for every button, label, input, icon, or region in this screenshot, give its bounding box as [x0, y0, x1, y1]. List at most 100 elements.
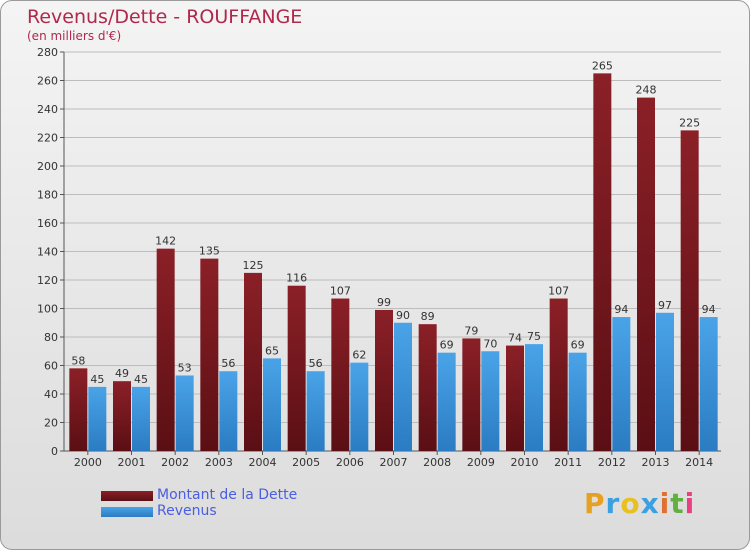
- bar-dette-2004: [244, 272, 262, 451]
- x-tick-label: 2005: [292, 456, 320, 469]
- legend-swatch-dette: [101, 491, 153, 501]
- data-label-dette-2008: 89: [421, 310, 435, 323]
- bar-dette-2005: [287, 285, 306, 451]
- data-label-dette-2004: 125: [243, 259, 264, 272]
- logo-letter: o: [620, 487, 641, 520]
- data-label-dette-2003: 135: [199, 245, 220, 258]
- data-label-revenus-2002: 53: [178, 361, 192, 374]
- logo-letter: i: [684, 487, 696, 520]
- data-label-dette-2007: 99: [377, 296, 391, 309]
- legend-label-dette: Montant de la Dette: [157, 487, 298, 503]
- bar-dette-2001: [113, 381, 131, 451]
- data-label-dette-2005: 116: [286, 272, 307, 285]
- x-tick-label: 2008: [423, 456, 451, 469]
- bar-dette-2006: [331, 298, 350, 451]
- data-label-revenus-2001: 45: [134, 373, 148, 386]
- x-tick-label: 2003: [205, 456, 233, 469]
- bar-dette-2010: [506, 345, 524, 451]
- y-tick-label: 0: [51, 445, 58, 458]
- bar-revenus-2010: [525, 344, 543, 451]
- proxiti-logo: Proxiti: [584, 487, 695, 520]
- bar-revenus-2004: [263, 358, 281, 451]
- x-tick-label: 2012: [598, 456, 626, 469]
- data-label-dette-2012: 265: [592, 59, 613, 72]
- y-tick-label: 160: [37, 217, 58, 230]
- x-tick-label: 2009: [467, 456, 495, 469]
- bar-dette-2013: [637, 97, 655, 451]
- data-label-dette-2001: 49: [115, 367, 129, 380]
- bar-revenus-2014: [699, 317, 718, 451]
- data-label-revenus-2008: 69: [440, 339, 454, 352]
- chart-subtitle: (en milliers d'€): [27, 29, 122, 43]
- bar-dette-2007: [375, 309, 393, 451]
- x-tick-label: 2001: [118, 456, 146, 469]
- logo-letter: r: [605, 487, 621, 520]
- x-tick-label: 2004: [249, 456, 277, 469]
- bar-chart: 0 20 40 60 80 100 120 140 160 180 200 220 240 260 280 5…: [37, 46, 721, 469]
- data-label-revenus-2000: 45: [90, 373, 104, 386]
- logo-letter: x: [640, 487, 660, 520]
- data-label-dette-2011: 107: [548, 285, 569, 298]
- chart-title: Revenus/Dette - ROUFFANGE: [27, 6, 303, 28]
- data-label-dette-2014: 225: [679, 116, 700, 129]
- bar-revenus-2006: [350, 362, 369, 451]
- x-tick-label: 2011: [554, 456, 582, 469]
- bar-revenus-2011: [568, 352, 587, 451]
- y-tick-label: 240: [37, 103, 58, 116]
- logo-letter: i: [659, 487, 671, 520]
- bar-dette-2002: [156, 248, 175, 451]
- bar-dette-2009: [462, 338, 481, 451]
- y-tick-label: 120: [37, 274, 58, 287]
- data-label-revenus-2012: 94: [614, 303, 628, 316]
- y-tick-label: 20: [44, 417, 58, 430]
- data-label-revenus-2014: 94: [702, 303, 716, 316]
- bar-revenus-2008: [437, 352, 456, 451]
- data-label-dette-2006: 107: [330, 285, 351, 298]
- bar-dette-2014: [680, 130, 699, 451]
- data-label-revenus-2010: 75: [527, 330, 541, 343]
- y-tick-label: 100: [37, 303, 58, 316]
- data-label-revenus-2006: 62: [352, 349, 366, 362]
- bar-revenus-2005: [306, 371, 325, 451]
- data-label-dette-2009: 79: [464, 324, 478, 337]
- legend-label-revenus: Revenus: [157, 503, 217, 519]
- bar-revenus-2003: [219, 371, 238, 451]
- y-tick-label: 260: [37, 75, 58, 88]
- y-tick-label: 40: [44, 388, 58, 401]
- data-label-revenus-2004: 65: [265, 344, 279, 357]
- data-label-revenus-2011: 69: [571, 339, 585, 352]
- bar-revenus-2001: [132, 386, 150, 451]
- logo-letter: P: [584, 487, 606, 520]
- bar-revenus-2007: [394, 322, 412, 451]
- data-label-dette-2000: 58: [71, 354, 85, 367]
- data-label-dette-2010: 74: [508, 332, 522, 345]
- y-tick-label: 140: [37, 246, 58, 259]
- data-label-revenus-2007: 90: [396, 309, 410, 322]
- bar-revenus-2000: [88, 386, 107, 451]
- legend-swatch-revenus: [101, 507, 153, 517]
- x-tick-label: 2002: [161, 456, 189, 469]
- bar-revenus-2009: [481, 351, 500, 451]
- y-tick-label: 60: [44, 360, 58, 373]
- y-tick-label: 280: [37, 46, 58, 59]
- x-tick-label: 2013: [642, 456, 670, 469]
- x-tick-label: 2014: [685, 456, 713, 469]
- bar-dette-2011: [549, 298, 568, 451]
- data-label-revenus-2005: 56: [309, 357, 323, 370]
- x-tick-label: 2010: [511, 456, 539, 469]
- data-label-revenus-2003: 56: [221, 357, 235, 370]
- data-label-revenus-2013: 97: [658, 299, 672, 312]
- data-label-dette-2002: 142: [155, 235, 176, 248]
- bar-revenus-2013: [656, 312, 674, 451]
- bar-dette-2008: [418, 324, 437, 451]
- bar-dette-2003: [200, 258, 219, 451]
- x-tick-label: 2006: [336, 456, 364, 469]
- bar-revenus-2012: [612, 317, 631, 451]
- bar-revenus-2002: [175, 375, 194, 451]
- logo-letter: t: [670, 487, 685, 520]
- data-label-dette-2013: 248: [636, 84, 657, 97]
- bar-dette-2000: [69, 368, 88, 451]
- bar-dette-2012: [593, 73, 612, 451]
- y-tick-label: 220: [37, 132, 58, 145]
